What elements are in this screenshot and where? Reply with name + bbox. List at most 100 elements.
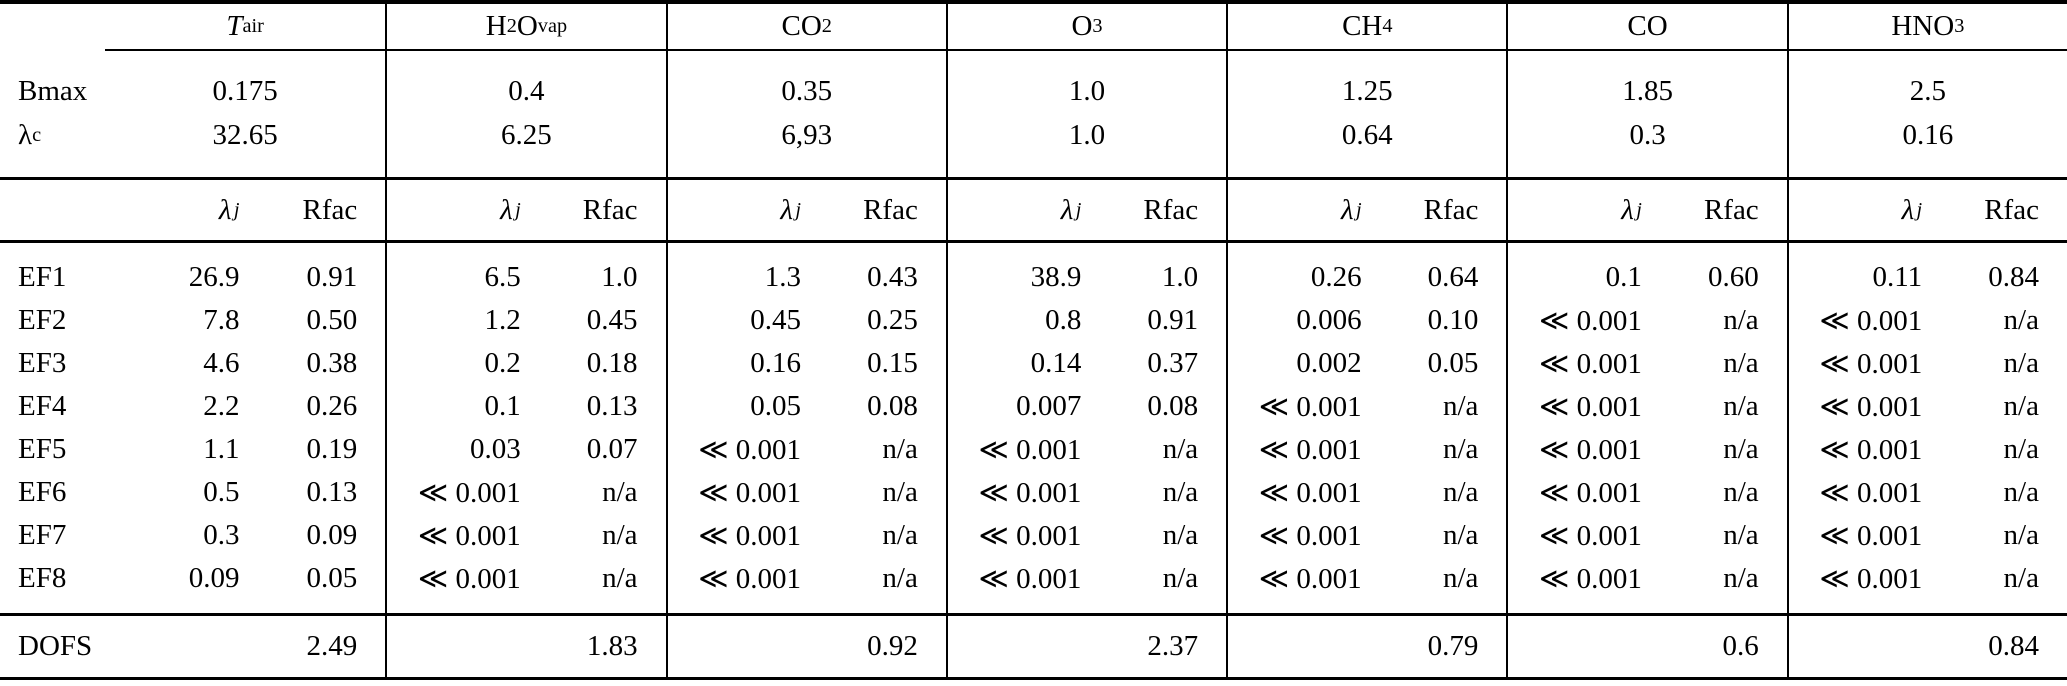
rfac-value-cell: 0.15	[867, 347, 918, 379]
lambda-value-cell: ≪ 0.001	[978, 434, 1082, 466]
rfac-value-cell: n/a	[602, 562, 638, 594]
row-label-ef7: EF7	[18, 519, 67, 551]
params-column-hno3: 2.5 0.16	[1786, 51, 2067, 177]
data-column-co2: 1.3 0.43 0.45 0.25 0.16 0.15 0.05 0.08 ≪ 0.001 n/…	[665, 243, 946, 613]
data-column-t_air: 26.9 0.91 7.8 0.50 4.6 0.38 2.2 0.26 1.1 0.19 0.5 0…	[105, 243, 385, 613]
rfac-value-cell: n/a	[1162, 433, 1199, 465]
gas-header-co: CO	[1506, 4, 1786, 49]
lambda-value-cell: 26.9	[188, 261, 240, 293]
lambda-value-cell: 7.8	[203, 304, 240, 336]
subheader-column-t_air: λ j Rfac	[105, 180, 385, 240]
lambda-value-cell: ≪ 0.001	[417, 520, 521, 552]
rfac-value-cell: 0.84	[1988, 261, 2039, 293]
lambda-value-cell: 0.05	[750, 390, 802, 422]
rfac-header: Rfac	[1703, 193, 1759, 226]
dofs-row: DOFS 2.49 1.83 0.92 2.37 0.79 0.6 0.84	[0, 616, 2067, 677]
row-label-ef2: EF2	[18, 304, 67, 336]
lambda-value-cell: 0.007	[1016, 390, 1082, 422]
lambda-value-cell: ≪ 0.001	[698, 477, 802, 509]
rfac-value-cell: n/a	[1723, 433, 1759, 465]
lambda-value-cell: 0.11	[1872, 261, 1923, 293]
text-segment: H	[485, 10, 507, 42]
lambda-value-cell: 6.5	[484, 261, 521, 293]
lambda-value-cell: ≪ 0.001	[417, 477, 521, 509]
data-grid: 26.9 0.91 7.8 0.50 4.6 0.38 2.2 0.26 1.1 0.19 0.5 0…	[105, 256, 385, 600]
row-label-ef4: EF4	[18, 390, 67, 422]
subheader-grid: λ j Rfac	[1228, 190, 1506, 230]
text-segment: λ	[780, 193, 793, 226]
params-column-ch4: 1.25 0.64	[1226, 51, 1506, 177]
rfac-value-cell: 0.08	[1147, 390, 1199, 422]
rfac-header: Rfac	[863, 193, 918, 226]
text-segment: CO	[1627, 10, 1668, 42]
lambda-value-cell: ≪ 0.001	[1539, 477, 1642, 509]
text-segment: O	[516, 10, 538, 42]
rfac-value-cell: 0.05	[1427, 347, 1479, 379]
param-value-cell: 1.85	[1622, 74, 1673, 107]
subscript-text: air	[242, 15, 264, 38]
row-label-ef6: EF6	[18, 476, 67, 508]
text-segment: λ	[18, 118, 33, 151]
subscript-text: 4	[1382, 15, 1393, 38]
subheader-column-o3: λ j Rfac	[945, 180, 1226, 240]
lambda-value-cell: ≪ 0.001	[698, 520, 802, 552]
subheader-column-ch4: λ j Rfac	[1226, 180, 1506, 240]
rfac-value-cell: 0.37	[1147, 347, 1199, 379]
subheader-column-co: λ j Rfac	[1506, 180, 1786, 240]
rfac-value-cell: 0.26	[306, 390, 358, 422]
rfac-value-cell: 0.45	[586, 304, 638, 336]
lambda-value-cell: 0.16	[750, 347, 802, 379]
text-segment: T	[226, 10, 243, 42]
rfac-value-cell: n/a	[2003, 476, 2039, 508]
row-label-ef3: EF3	[18, 347, 67, 379]
param-value-cell: 0.35	[781, 74, 833, 107]
lambda-value-cell: ≪ 0.001	[1819, 563, 1923, 595]
params-column-h2o_vap: 0.4 6.25	[385, 51, 665, 177]
text-segment: λ	[1901, 193, 1915, 226]
subscript-text: 3	[1092, 15, 1103, 38]
rfac-value-cell: n/a	[1723, 562, 1759, 594]
ef-label-column: EF1 EF2 EF3 EF4 EF5 EF6 EF7 EF8	[0, 243, 105, 613]
rfac-value-cell: n/a	[2003, 390, 2039, 422]
param-value-cell: 0.16	[1902, 118, 1954, 151]
section-rule-params	[0, 177, 2067, 180]
rfac-value-cell: 0.18	[586, 347, 638, 379]
dofs-value-cell: 0.6	[1506, 616, 1786, 677]
rfac-value-cell: 0.91	[306, 261, 358, 293]
subscript-text: vap	[537, 15, 568, 38]
param-value-cell: 6,93	[781, 118, 833, 151]
lambda-value-cell: ≪ 0.001	[1539, 391, 1642, 423]
lambda-value-cell: ≪ 0.001	[1539, 434, 1642, 466]
rfac-value-cell: n/a	[1442, 390, 1479, 422]
param-value-cell: 6.25	[501, 118, 552, 151]
params-column-t_air: 0.175 32.65	[105, 51, 385, 177]
lambda-value-cell: 0.3	[203, 519, 240, 551]
section-rule-subheader	[0, 240, 2067, 243]
gas-header-ch4: CH 4	[1226, 4, 1506, 49]
rfac-value-cell: n/a	[2003, 347, 2039, 379]
rfac-value-cell: n/a	[1723, 304, 1759, 336]
rfac-value-cell: n/a	[1442, 433, 1479, 465]
rfac-value-cell: n/a	[1723, 347, 1759, 379]
rfac-value-cell: n/a	[2003, 433, 2039, 465]
text-segment: λ	[1621, 193, 1634, 226]
subheader-column-co2: λ j Rfac	[665, 180, 946, 240]
data-grid: 0.26 0.64 0.006 0.10 0.002 0.05 ≪ 0.001 n/a ≪ 0.…	[1228, 256, 1506, 600]
lambda-value-cell: ≪ 0.001	[698, 563, 802, 595]
rfac-value-cell: n/a	[1442, 476, 1479, 508]
rfac-value-cell: n/a	[882, 433, 918, 465]
lambda-value-cell: 0.2	[484, 347, 521, 379]
lambda-value-cell: 0.09	[188, 562, 240, 594]
param-value-cell: 1.0	[1068, 118, 1106, 151]
rfac-value-cell: n/a	[602, 519, 638, 551]
subheader-label-cell	[0, 180, 105, 240]
subscript-text: c	[32, 123, 42, 146]
text-segment: CO	[781, 10, 822, 42]
lambda-value-cell: 0.1	[1605, 261, 1642, 293]
data-column-hno3: 0.11 0.84 ≪ 0.001 n/a ≪ 0.001 n/a ≪ 0.001 n/a ≪ …	[1786, 243, 2067, 613]
